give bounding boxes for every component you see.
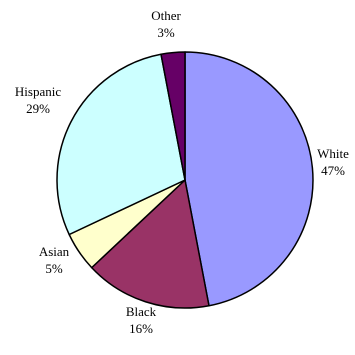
slice-category-label: Other bbox=[151, 8, 181, 23]
labels-layer: White 47% Black 16% Asian 5% Hispanic 29% Other 3… bbox=[15, 8, 349, 336]
slice-percent-label: 29% bbox=[26, 101, 50, 116]
slice-percent-label: 5% bbox=[45, 261, 63, 276]
slice-label-hispanic: Hispanic 29% bbox=[15, 84, 61, 116]
pie-slice-black bbox=[90, 179, 210, 309]
pie-slice-hispanic bbox=[56, 53, 186, 236]
slices-layer bbox=[56, 51, 314, 309]
slice-percent-label: 47% bbox=[321, 163, 345, 178]
slice-category-label: White bbox=[317, 146, 349, 161]
slice-category-label: Black bbox=[126, 304, 157, 319]
pie-slice-white bbox=[184, 51, 314, 307]
slice-label-black: Black 16% bbox=[126, 304, 157, 336]
slice-label-white: White 47% bbox=[317, 146, 349, 178]
slice-label-other: Other 3% bbox=[151, 8, 181, 40]
slice-percent-label: 3% bbox=[157, 25, 175, 40]
slice-percent-label: 16% bbox=[129, 321, 153, 336]
slice-label-asian: Asian 5% bbox=[39, 244, 70, 276]
slice-category-label: Asian bbox=[39, 244, 70, 259]
slice-category-label: Hispanic bbox=[15, 84, 61, 99]
pie-slice-other bbox=[160, 51, 186, 181]
